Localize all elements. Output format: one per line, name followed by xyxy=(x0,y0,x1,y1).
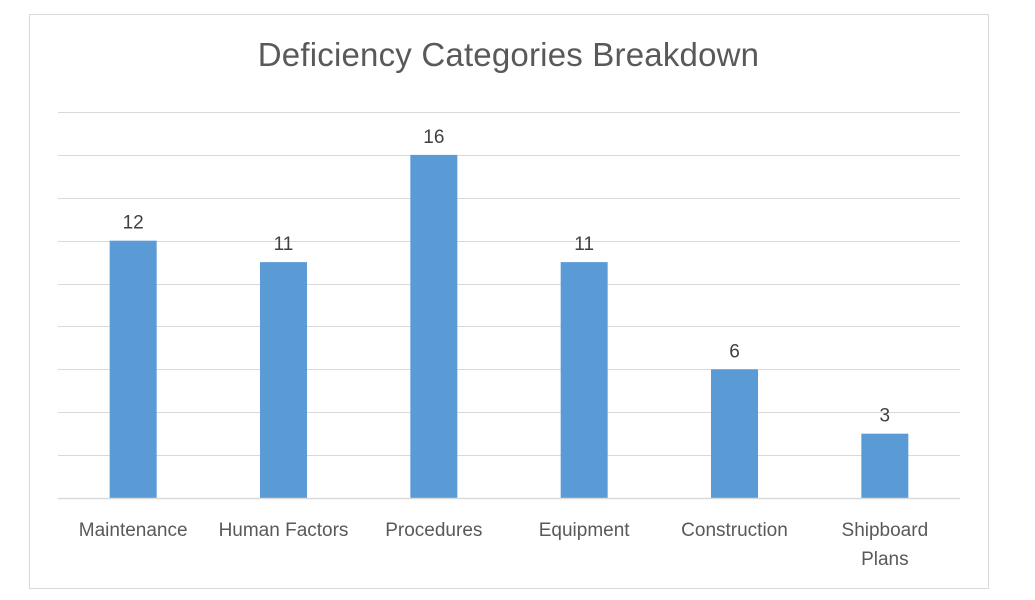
chart-area xyxy=(29,14,989,589)
x-tick-label: Equipment xyxy=(539,520,631,541)
data-label: 6 xyxy=(729,341,740,362)
data-label: 11 xyxy=(274,234,294,255)
x-tick-label: Procedures xyxy=(385,520,482,541)
bar-equipment xyxy=(560,262,608,498)
data-label: 16 xyxy=(423,127,444,148)
bar-maintenance xyxy=(109,240,157,498)
x-tick-label: Shipboard Plans xyxy=(842,520,929,570)
bar-procedures xyxy=(410,154,458,498)
x-tick-label: Construction xyxy=(681,520,788,541)
x-tick-label: Human Factors xyxy=(219,520,349,541)
x-tick-label: Maintenance xyxy=(79,520,188,541)
bar-human-factors xyxy=(260,262,307,498)
bar-construction xyxy=(711,369,758,498)
data-label: 11 xyxy=(574,234,594,255)
chart-title: Deficiency Categories Breakdown xyxy=(257,36,760,73)
data-label: 3 xyxy=(880,406,891,427)
bar-shipboard-plans xyxy=(861,433,909,498)
data-label: 12 xyxy=(123,213,144,234)
